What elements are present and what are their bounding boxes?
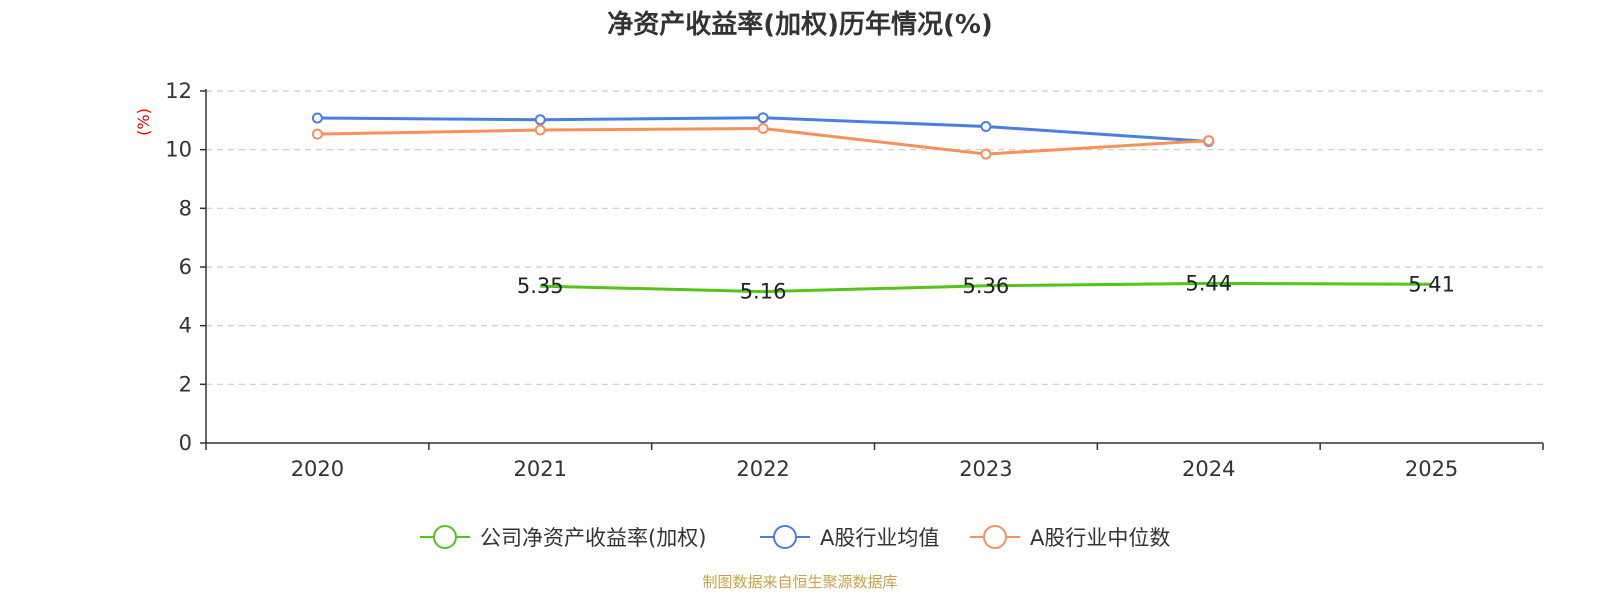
y-tick-label: 10 xyxy=(165,138,192,162)
grid-lines xyxy=(206,90,1543,385)
data-point xyxy=(311,128,323,140)
legend-marker xyxy=(983,525,1007,549)
chart-title: 净资产收益率(加权)历年情况(%) xyxy=(607,9,993,40)
data-label: 5.35 xyxy=(517,274,564,298)
data-point xyxy=(534,124,546,136)
legend-label: A股行业均值 xyxy=(820,526,939,550)
series-line xyxy=(540,281,1432,294)
data-point xyxy=(980,148,992,160)
source-note: 制图数据来自恒生聚源数据库 xyxy=(702,573,897,591)
x-tick-label: 2023 xyxy=(959,457,1012,481)
legend-marker xyxy=(433,525,457,549)
x-tick-label: 2024 xyxy=(1182,457,1235,481)
data-point xyxy=(1203,135,1215,147)
data-point xyxy=(534,114,546,126)
data-label: 5.16 xyxy=(740,280,787,304)
data-label: 5.44 xyxy=(1185,271,1232,295)
x-tick-label: 2021 xyxy=(514,457,567,481)
x-tick-label: 2020 xyxy=(291,457,344,481)
y-tick-label: 6 xyxy=(179,255,192,279)
y-tick-label: 8 xyxy=(179,196,192,220)
x-tick-label: 2022 xyxy=(736,457,789,481)
legend-label: A股行业中位数 xyxy=(1030,526,1170,550)
legend-item[interactable]: A股行业均值 xyxy=(760,525,939,550)
y-tick-label: 2 xyxy=(179,372,192,396)
y-tick-label: 0 xyxy=(179,431,192,455)
legend-marker xyxy=(773,525,797,549)
data-label: 5.36 xyxy=(963,274,1010,298)
data-labels: 5.35 5.16 5.36 5.44 5.41 xyxy=(517,271,1455,303)
data-point xyxy=(311,112,323,124)
data-point xyxy=(757,123,769,135)
data-point xyxy=(757,112,769,124)
x-tick-label: 2025 xyxy=(1405,457,1458,481)
legend[interactable]: 公司净资产收益率(加权) A股行业均值 A股行业中位数 xyxy=(420,525,1170,550)
data-label: 5.41 xyxy=(1408,272,1455,296)
legend-item[interactable]: 公司净资产收益率(加权) xyxy=(420,525,706,550)
data-point xyxy=(980,120,992,132)
y-tick-label: 4 xyxy=(179,314,192,338)
axes: 0 2 4 6 8 10 12 2020 2021 2022 2023 2024 2025 xyxy=(165,79,1544,481)
y-axis-unit-label: (%) xyxy=(134,108,153,136)
y-tick-label: 12 xyxy=(165,79,192,103)
legend-label: 公司净资产收益率(加权) xyxy=(480,526,706,550)
legend-item[interactable]: A股行业中位数 xyxy=(970,525,1170,550)
series-lines xyxy=(311,112,1432,294)
